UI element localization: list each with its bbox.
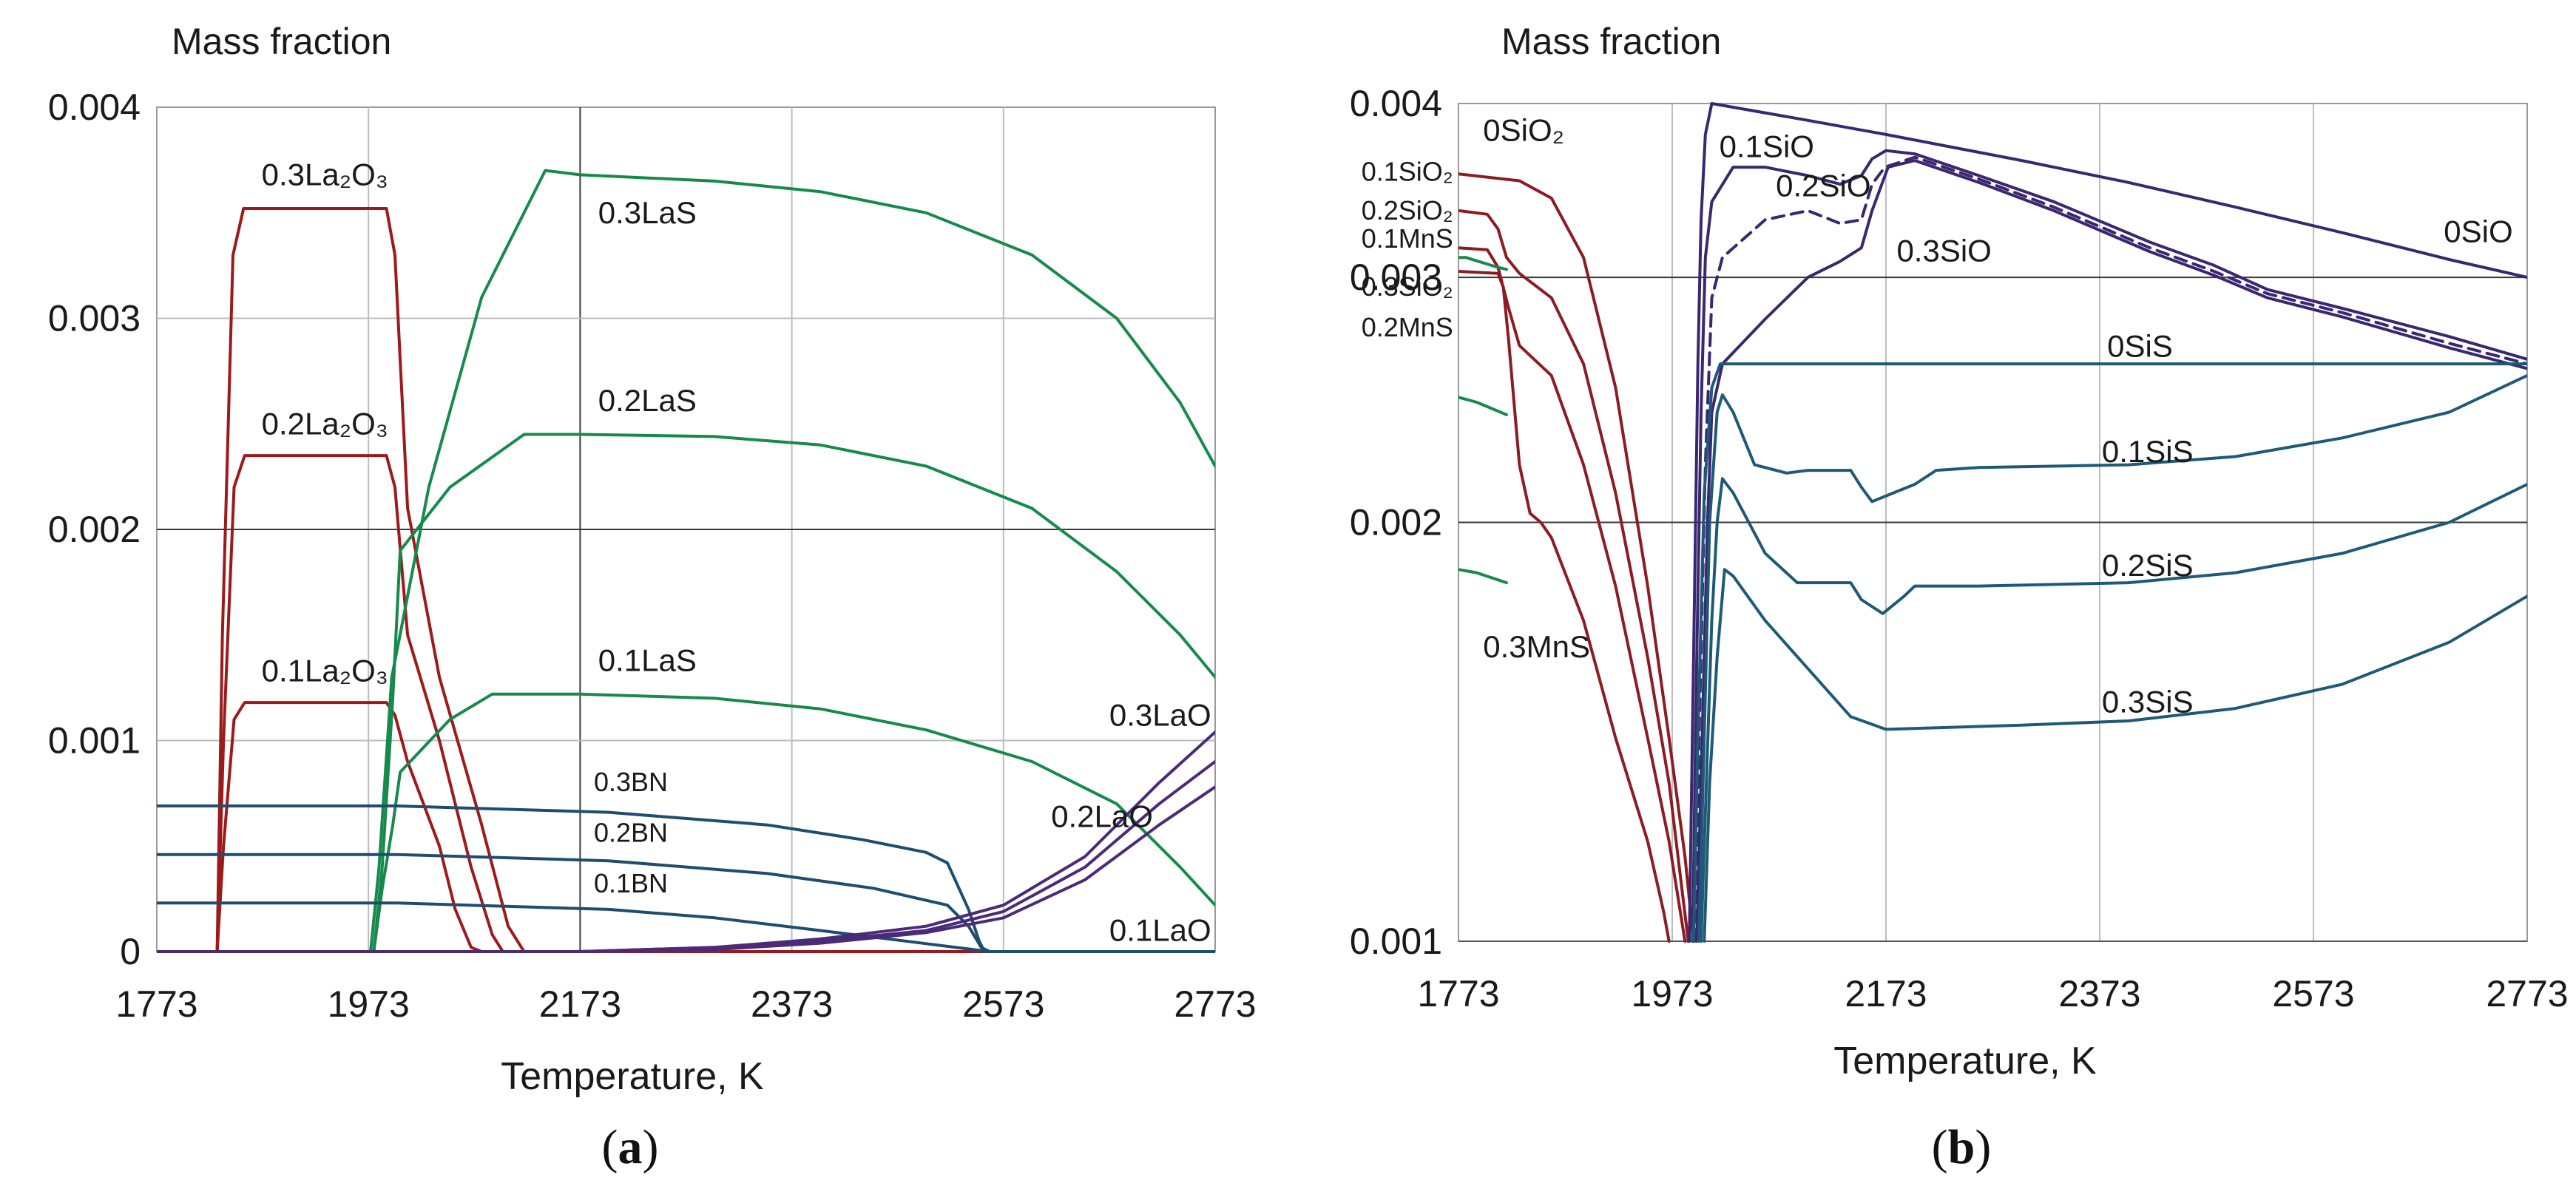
x-tick-label: 2773 [1174,983,1256,1025]
x-tick-label: 2173 [539,983,621,1025]
series-line-0p3LaS [157,169,1215,953]
series-line-0p3SiO2 [1458,270,1671,943]
series-label: 0.1LaO [1109,913,1211,948]
series-line-0p3SiS [1703,568,2527,943]
series-label: 0.1LaS [598,643,697,677]
series-line-0p2SiO [1693,155,2527,943]
series-label: 0.3MnS [1483,629,1590,664]
y-tick-label: 0.003 [48,298,141,339]
series-label: 0.1SiS [2102,434,2194,469]
x-tick-label: 1973 [1631,973,1713,1014]
panel-b-id-letter: b [1948,1120,1975,1174]
series-line-0p3SiO [1695,159,2527,943]
series-group [157,169,1215,953]
series-line-0p2SiO2 [1458,246,1687,943]
series-label: 0.1SiO [1720,129,1814,164]
series-group [1458,102,2527,943]
x-tick-label: 1973 [328,983,410,1025]
x-tick-label: 2373 [2058,973,2140,1014]
panel-b-id: (b) [1932,1120,1992,1174]
series-label: 0.1SiO₂ [1362,156,1453,186]
series-line-0p2La2O3 [157,454,1215,953]
series-label: 0.2SiO [1776,169,1870,203]
series-line-0SiS [1691,362,2527,943]
x-tick-label: 1773 [115,983,197,1025]
series-label: 0.3SiS [2102,685,2194,719]
series-label: 0.2SiO₂ [1362,195,1453,226]
series-label: 0.3LaS [598,195,697,230]
y-tick-label: 0.001 [48,720,141,762]
series-label: 0.2La₂O₃ [262,407,388,441]
y-tick-label: 0.001 [1350,921,1442,962]
y-tick-label: 0.002 [1350,502,1442,543]
series-line-0p1MnS [1458,256,1508,271]
series-line-0p2BN [157,853,1215,953]
series-label: 0.2LaS [598,383,697,418]
series-label: 0.2MnS [1362,312,1453,342]
panel-b-ylabel: Mass fraction [1501,21,1721,62]
y-tick-label: 0.004 [48,87,141,128]
series-label: 0SiO [2444,214,2512,248]
series-line-0p1LaS [157,692,1215,953]
series-line-0p2LaO [157,760,1215,953]
panel-b-xlabel: Temperature, K [1833,1040,2097,1082]
panel-b-plot: 1773 1973 2173 2373 2573 27730.0010.0020.0030… [1350,83,2569,1014]
panel-a-id: (a) [602,1120,659,1174]
series-line-0p2SiS [1700,477,2527,943]
x-tick-label: 2173 [1845,973,1927,1014]
series-line-0p3La2O3 [157,207,1215,953]
x-tick-label: 2573 [962,983,1044,1025]
series-line-0p1SiO [1691,149,2527,943]
series-label: 0.1La₂O₃ [262,654,388,688]
x-tick-label: 2773 [2486,973,2568,1014]
series-line-0p1SiS [1697,373,2527,943]
series-label: 0.2SiS [2102,548,2194,583]
y-tick-label: 0.004 [1350,83,1442,124]
series-label: 0.1BN [594,868,668,898]
series-line-0p2LaS [157,433,1215,953]
series-line-0p3LaO [157,731,1215,953]
series-label: 0.3La₂O₃ [262,157,388,192]
series-line-0SiO2 [1458,172,1695,943]
series-line-0p1LaO [157,785,1215,953]
x-tick-label: 1773 [1417,973,1499,1014]
panel-a-xlabel: Temperature, K [501,1055,764,1098]
x-tick-label: 2373 [751,983,833,1025]
series-label: 0.2BN [594,818,668,848]
panel-a-plot: 1773 1973 2173 2373 2573 2773 0 0.001 0.002 0.003… [48,87,1257,1025]
y-tick-label: 0.002 [48,509,141,550]
series-label: 0.2LaO [1051,799,1153,834]
series-label: 0SiS [2107,329,2173,364]
series-line-0p1SiO2 [1458,209,1690,943]
x-tick-label: 2573 [2272,973,2354,1014]
series-label: 0.3BN [594,767,668,797]
panel-a-ylabel: Mass fraction [172,21,391,62]
series-label: 0.3LaO [1109,698,1211,733]
series-label: 0SiO₂ [1483,113,1564,148]
series-label: 0.3SiO₂ [1362,271,1453,302]
series-line-0p3MnS [1458,568,1508,585]
panel-a-id-letter: a [618,1120,643,1174]
series-label: 0.1MnS [1362,223,1453,254]
series-line-0p2MnS [1458,396,1508,416]
series-label: 0.3SiO [1896,234,1991,268]
series-line-0p1La2O3 [157,701,1215,953]
series-line-0p1BN [157,901,1215,953]
y-tick-label: 0.003 [1350,257,1442,298]
y-tick-label: 0 [120,931,141,972]
series-line-0SiO [1688,102,2527,943]
